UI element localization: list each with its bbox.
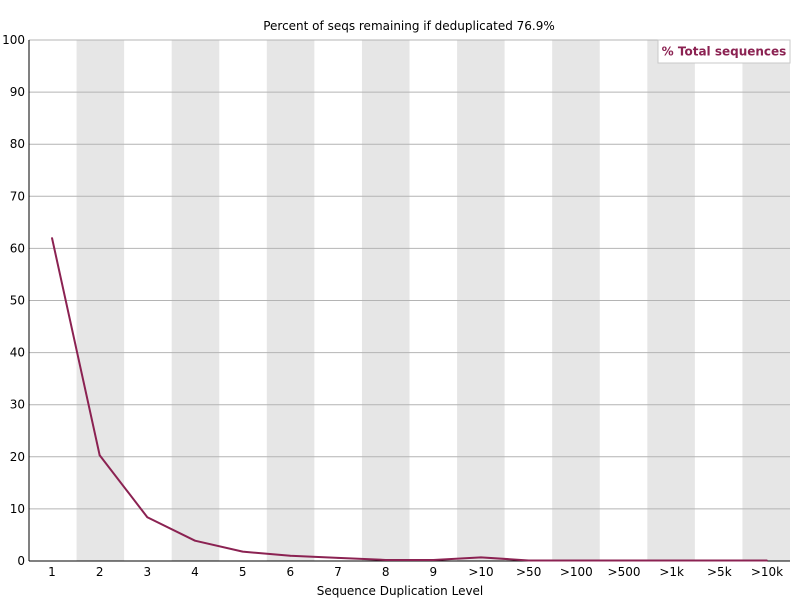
x-tick-label: 8 — [382, 565, 390, 579]
data-point — [337, 556, 339, 559]
y-gridlines — [29, 39, 790, 510]
x-tick-label: 3 — [144, 565, 152, 579]
y-tick-label: 0 — [17, 554, 25, 568]
x-axis-label: Sequence Duplication Level — [317, 584, 484, 598]
x-tick-label: 1 — [48, 565, 56, 579]
data-point — [766, 559, 768, 562]
chart-title: Percent of seqs remaining if deduplicate… — [263, 19, 555, 33]
y-tick-label: 50 — [10, 294, 25, 308]
x-tick-label: >5k — [707, 565, 732, 579]
data-point — [527, 559, 530, 562]
x-tick-label: >10k — [751, 565, 783, 579]
data-point — [623, 559, 625, 562]
data-point — [718, 559, 721, 562]
y-tick-label: 30 — [10, 398, 25, 412]
data-point — [289, 554, 292, 557]
x-tick-label: 2 — [96, 565, 104, 579]
x-tick-label: 6 — [287, 565, 295, 579]
data-point — [98, 454, 101, 457]
legend-box — [657, 39, 791, 64]
legend: % Total sequences — [657, 39, 791, 64]
data-point — [575, 559, 578, 562]
y-tick-label: 20 — [10, 450, 25, 464]
x-tick-label: 5 — [239, 565, 247, 579]
y-tick-labels: 0 10 20 30 40 50 60 70 80 90 100 — [2, 33, 25, 568]
y-tick-label: 10 — [10, 502, 25, 516]
x-tick-label: >500 — [608, 565, 641, 579]
data-point — [384, 559, 387, 561]
x-tick-label: >1k — [659, 565, 684, 579]
y-tick-label: 90 — [10, 85, 25, 99]
data-point — [146, 516, 149, 519]
data-point — [480, 556, 482, 559]
y-tick-label: 80 — [10, 137, 25, 151]
y-tick-label: 70 — [10, 189, 25, 203]
x-tick-label: 7 — [334, 565, 342, 579]
data-point — [51, 237, 53, 239]
x-tick-label: 4 — [191, 565, 199, 579]
data-point — [241, 550, 244, 553]
x-tick-label: >50 — [516, 565, 541, 579]
x-tick-label: 9 — [430, 565, 438, 579]
x-tick-label: >100 — [560, 565, 593, 579]
y-tick-label: 60 — [10, 241, 25, 255]
series-line-total-sequences — [51, 237, 767, 562]
data-point — [670, 559, 673, 562]
data-point — [432, 559, 435, 561]
x-tick-label: >10 — [468, 565, 493, 579]
series-lines — [51, 237, 768, 562]
data-point — [194, 539, 196, 542]
legend-entry-total-sequences: % Total sequences — [662, 45, 787, 59]
y-tick-label: 100 — [2, 33, 25, 47]
y-tick-label: 40 — [10, 346, 25, 360]
x-tick-labels: 1 2 3 4 5 6 7 8 9 >10 >50 >100 >500 >1k >5k >10k — [48, 565, 783, 579]
